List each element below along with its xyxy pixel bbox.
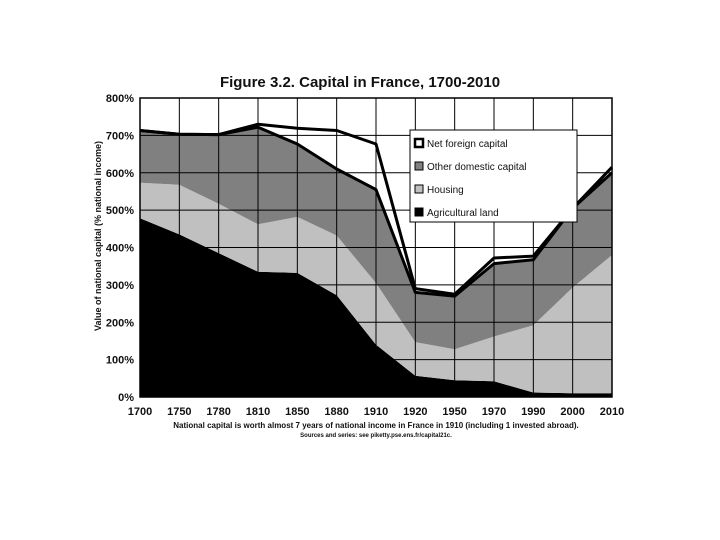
x-tick-label: 1920 [403,406,427,418]
x-tick-label: 1950 [442,406,466,418]
x-tick-label: 2000 [560,406,584,418]
x-tick-label: 1990 [521,406,545,418]
y-tick-label: 800% [106,93,134,105]
y-axis-ticks: 0% 100% 200% 300% 400% 500% 600% 700% 800% [106,93,134,404]
x-axis-ticks: 1700 1750 1780 1810 1850 1880 1910 1920 1950 1970… [128,406,624,418]
chart-title: Figure 3.2. Capital in France, 1700-2010 [219,74,501,91]
x-tick-label: 2010 [600,406,624,418]
legend-swatch-net-foreign-capital [413,137,425,149]
legend-label-net-foreign-capital: Net foreign capital [427,139,508,150]
legend: Net foreign capital Other domestic capita… [409,129,578,223]
legend-label-other-domestic-capital: Other domestic capital [427,162,527,173]
y-tick-label: 700% [106,130,134,142]
legend-label-housing: Housing [427,185,464,196]
chart-caption: National capital is worth almost 7 years… [173,421,579,430]
y-tick-label: 0% [118,392,134,404]
line-other-domestic-capital [139,125,614,298]
legend-box [409,129,578,223]
y-tick-label: 300% [106,280,134,292]
y-tick-label: 400% [106,243,134,255]
legend-swatch-housing [414,184,424,194]
x-tick-label: 1910 [364,406,388,418]
legend-swatch-other-domestic-capital [414,161,424,171]
y-tick-label: 100% [106,355,134,367]
x-tick-label: 1780 [206,406,230,418]
series-outlines [139,122,614,298]
y-tick-label: 500% [106,205,134,217]
chart-source-note: Sources and series: see piketty.pse.ens.… [300,433,452,439]
y-tick-label: 200% [106,317,134,329]
y-axis-label: Value of national capital (% national in… [93,141,103,331]
x-tick-label: 1700 [128,406,152,418]
legend-swatch-agricultural-land [414,207,424,217]
plot-frame [139,97,613,398]
x-tick-label: 1880 [324,406,348,418]
x-tick-label: 1810 [246,406,270,418]
x-tick-label: 1970 [482,406,506,418]
x-tick-label: 1750 [167,406,191,418]
y-tick-label: 600% [106,168,134,180]
legend-label-agricultural-land: Agricultural land [427,208,499,219]
x-tick-label: 1850 [285,406,309,418]
